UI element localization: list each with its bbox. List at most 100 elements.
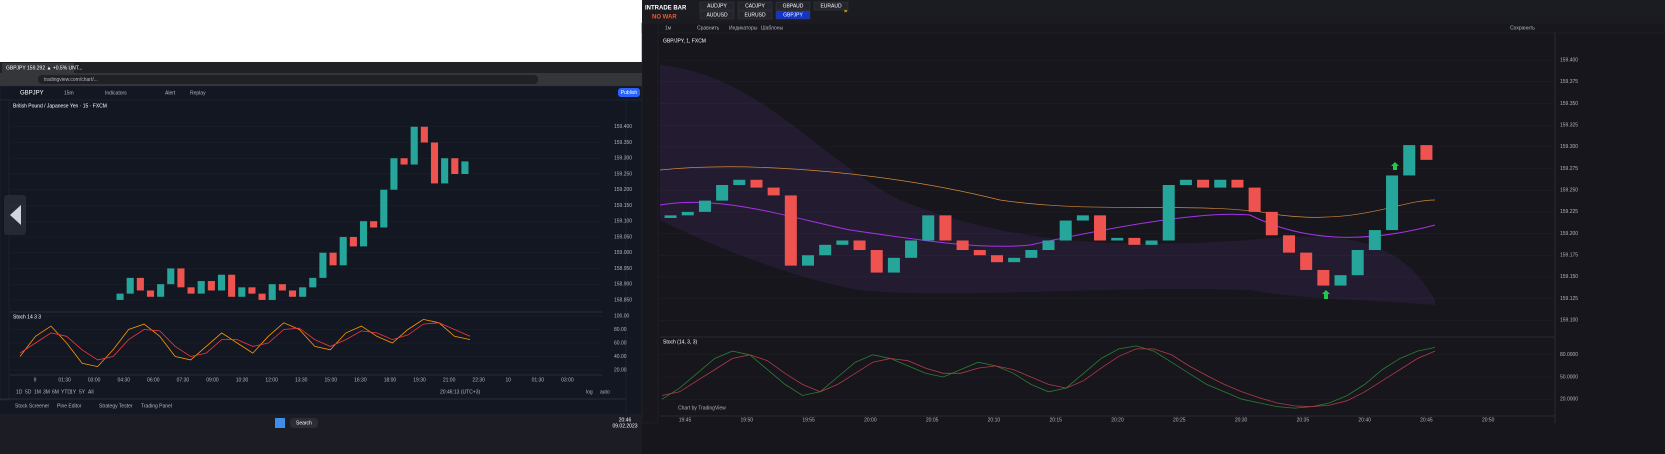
- y-tick-label: 159.150: [1560, 274, 1578, 280]
- toolbar-item[interactable]: Шаблоны: [761, 25, 784, 31]
- range-button[interactable]: 6M: [52, 389, 59, 395]
- candle-body: [278, 284, 286, 291]
- arrow-icon: [10, 205, 21, 225]
- candle-body: [664, 215, 677, 218]
- candle-body: [1368, 230, 1381, 251]
- intrade-window: [642, 0, 1665, 454]
- clock: 20:46:13 (UTC+3): [440, 389, 480, 395]
- x-tick-label: 22:30: [472, 377, 485, 383]
- toolbar-item[interactable]: 1м: [665, 25, 672, 31]
- candle-body: [1076, 215, 1089, 221]
- x-tick-label: 04:30: [117, 377, 130, 383]
- replay[interactable]: Replay: [190, 90, 206, 96]
- x-tick-label: 06:00: [147, 377, 160, 383]
- x-tick-label: 9: [34, 377, 37, 383]
- pair-button[interactable]: [775, 1, 811, 11]
- panel-tab[interactable]: Trading Panel: [141, 403, 172, 409]
- x-tick-label: 10:30: [236, 377, 249, 383]
- y-tick-label: 159.275: [1560, 166, 1578, 172]
- y-tick-label: 159.125: [1560, 296, 1578, 302]
- y-tick-label: 159.050: [614, 234, 632, 240]
- panel-tab[interactable]: Pine Editor: [57, 403, 82, 409]
- indicators[interactable]: Indicators: [105, 90, 127, 96]
- candle-body: [1351, 250, 1364, 276]
- y-tick-label: 159.300: [1560, 144, 1578, 150]
- start-button[interactable]: [275, 418, 285, 428]
- footer: Chart by TradingView: [678, 405, 726, 411]
- candle-body: [187, 287, 195, 294]
- panel-tab[interactable]: Strategy Tester: [99, 403, 133, 409]
- range-button[interactable]: 1Y: [70, 389, 77, 395]
- candle-body: [136, 277, 144, 291]
- candle-body: [451, 158, 459, 174]
- candle-body: [784, 195, 797, 266]
- x-tick-label: 20:00: [864, 417, 877, 423]
- address-bar[interactable]: [38, 75, 538, 84]
- pair-button[interactable]: [699, 1, 735, 11]
- pair-button[interactable]: [699, 10, 735, 20]
- candle-body: [1128, 237, 1141, 245]
- candle-body: [441, 158, 449, 184]
- alert[interactable]: Alert: [165, 90, 176, 96]
- candle-body: [698, 200, 711, 212]
- candle-body: [258, 293, 266, 300]
- candle-body: [1008, 257, 1021, 263]
- pair-button[interactable]: [775, 10, 811, 20]
- candle-body: [410, 126, 418, 165]
- candle-body: [1386, 175, 1399, 231]
- x-tick-label: 16:30: [354, 377, 367, 383]
- y-tick-label: 159.200: [1560, 231, 1578, 237]
- y-tick-label: 80.0000: [1560, 352, 1578, 358]
- range-button[interactable]: YTD: [61, 389, 71, 395]
- candle-body: [380, 189, 388, 228]
- y-tick-label: 20.00: [614, 367, 627, 373]
- candle-body: [1300, 252, 1313, 270]
- pair-button[interactable]: [813, 1, 849, 11]
- y-tick-label: 159.325: [1560, 123, 1578, 129]
- favorite-star[interactable]: ★: [843, 8, 848, 15]
- tab-bar: [0, 62, 642, 73]
- x-tick-label: 18:00: [384, 377, 397, 383]
- pair-label: GBPJPY: [783, 12, 803, 18]
- candle-body: [853, 240, 866, 251]
- pair-button[interactable]: [737, 10, 773, 20]
- log-toggle[interactable]: log: [586, 389, 593, 395]
- range-button[interactable]: 1M: [34, 389, 41, 395]
- save[interactable]: Сохранить: [1510, 25, 1535, 31]
- range-button[interactable]: 5D: [25, 389, 32, 395]
- intrade-header: [642, 0, 1665, 22]
- range-button[interactable]: 3M: [43, 389, 50, 395]
- y-tick-label: 159.400: [614, 124, 632, 130]
- y-tick-label: 159.375: [1560, 79, 1578, 85]
- panel-tab[interactable]: Stock Screener: [15, 403, 50, 409]
- x-tick-label: 20:20: [1111, 417, 1124, 423]
- drawing-toolbar: [641, 22, 659, 424]
- x-tick-label: 03:00: [561, 377, 574, 383]
- toolbar-item[interactable]: Индикаторы: [729, 25, 758, 31]
- stoch-line: [661, 345, 1436, 409]
- publish-button[interactable]: [618, 88, 640, 97]
- pair-label: GBPAUD: [783, 3, 804, 9]
- pair-label: EURUSD: [744, 12, 766, 18]
- range-button[interactable]: 1D: [16, 389, 23, 395]
- range-button[interactable]: All: [88, 389, 94, 395]
- logo: INTRADE BAR: [645, 6, 687, 12]
- range-button[interactable]: 5Y: [79, 389, 86, 395]
- interval[interactable]: 15m: [64, 90, 74, 96]
- candle-body: [299, 287, 307, 297]
- symbol[interactable]: GBPJPY: [20, 91, 44, 97]
- toolbar-item[interactable]: Сравнить: [697, 25, 720, 31]
- y-tick-label: 159.350: [1560, 101, 1578, 107]
- candle-body: [1282, 235, 1296, 253]
- candle-body: [887, 257, 900, 273]
- tab[interactable]: [2, 63, 74, 73]
- search-box[interactable]: [290, 418, 318, 428]
- auto-toggle[interactable]: auto: [600, 389, 610, 395]
- candle-body: [956, 240, 969, 251]
- y-tick-label: 159.350: [614, 140, 632, 146]
- right-sidebar: [625, 99, 643, 416]
- y-tick-label: 60.00: [614, 340, 627, 346]
- pair-button[interactable]: [737, 1, 773, 11]
- y-tick-label: 159.100: [614, 219, 632, 225]
- x-tick-label: 01:30: [58, 377, 71, 383]
